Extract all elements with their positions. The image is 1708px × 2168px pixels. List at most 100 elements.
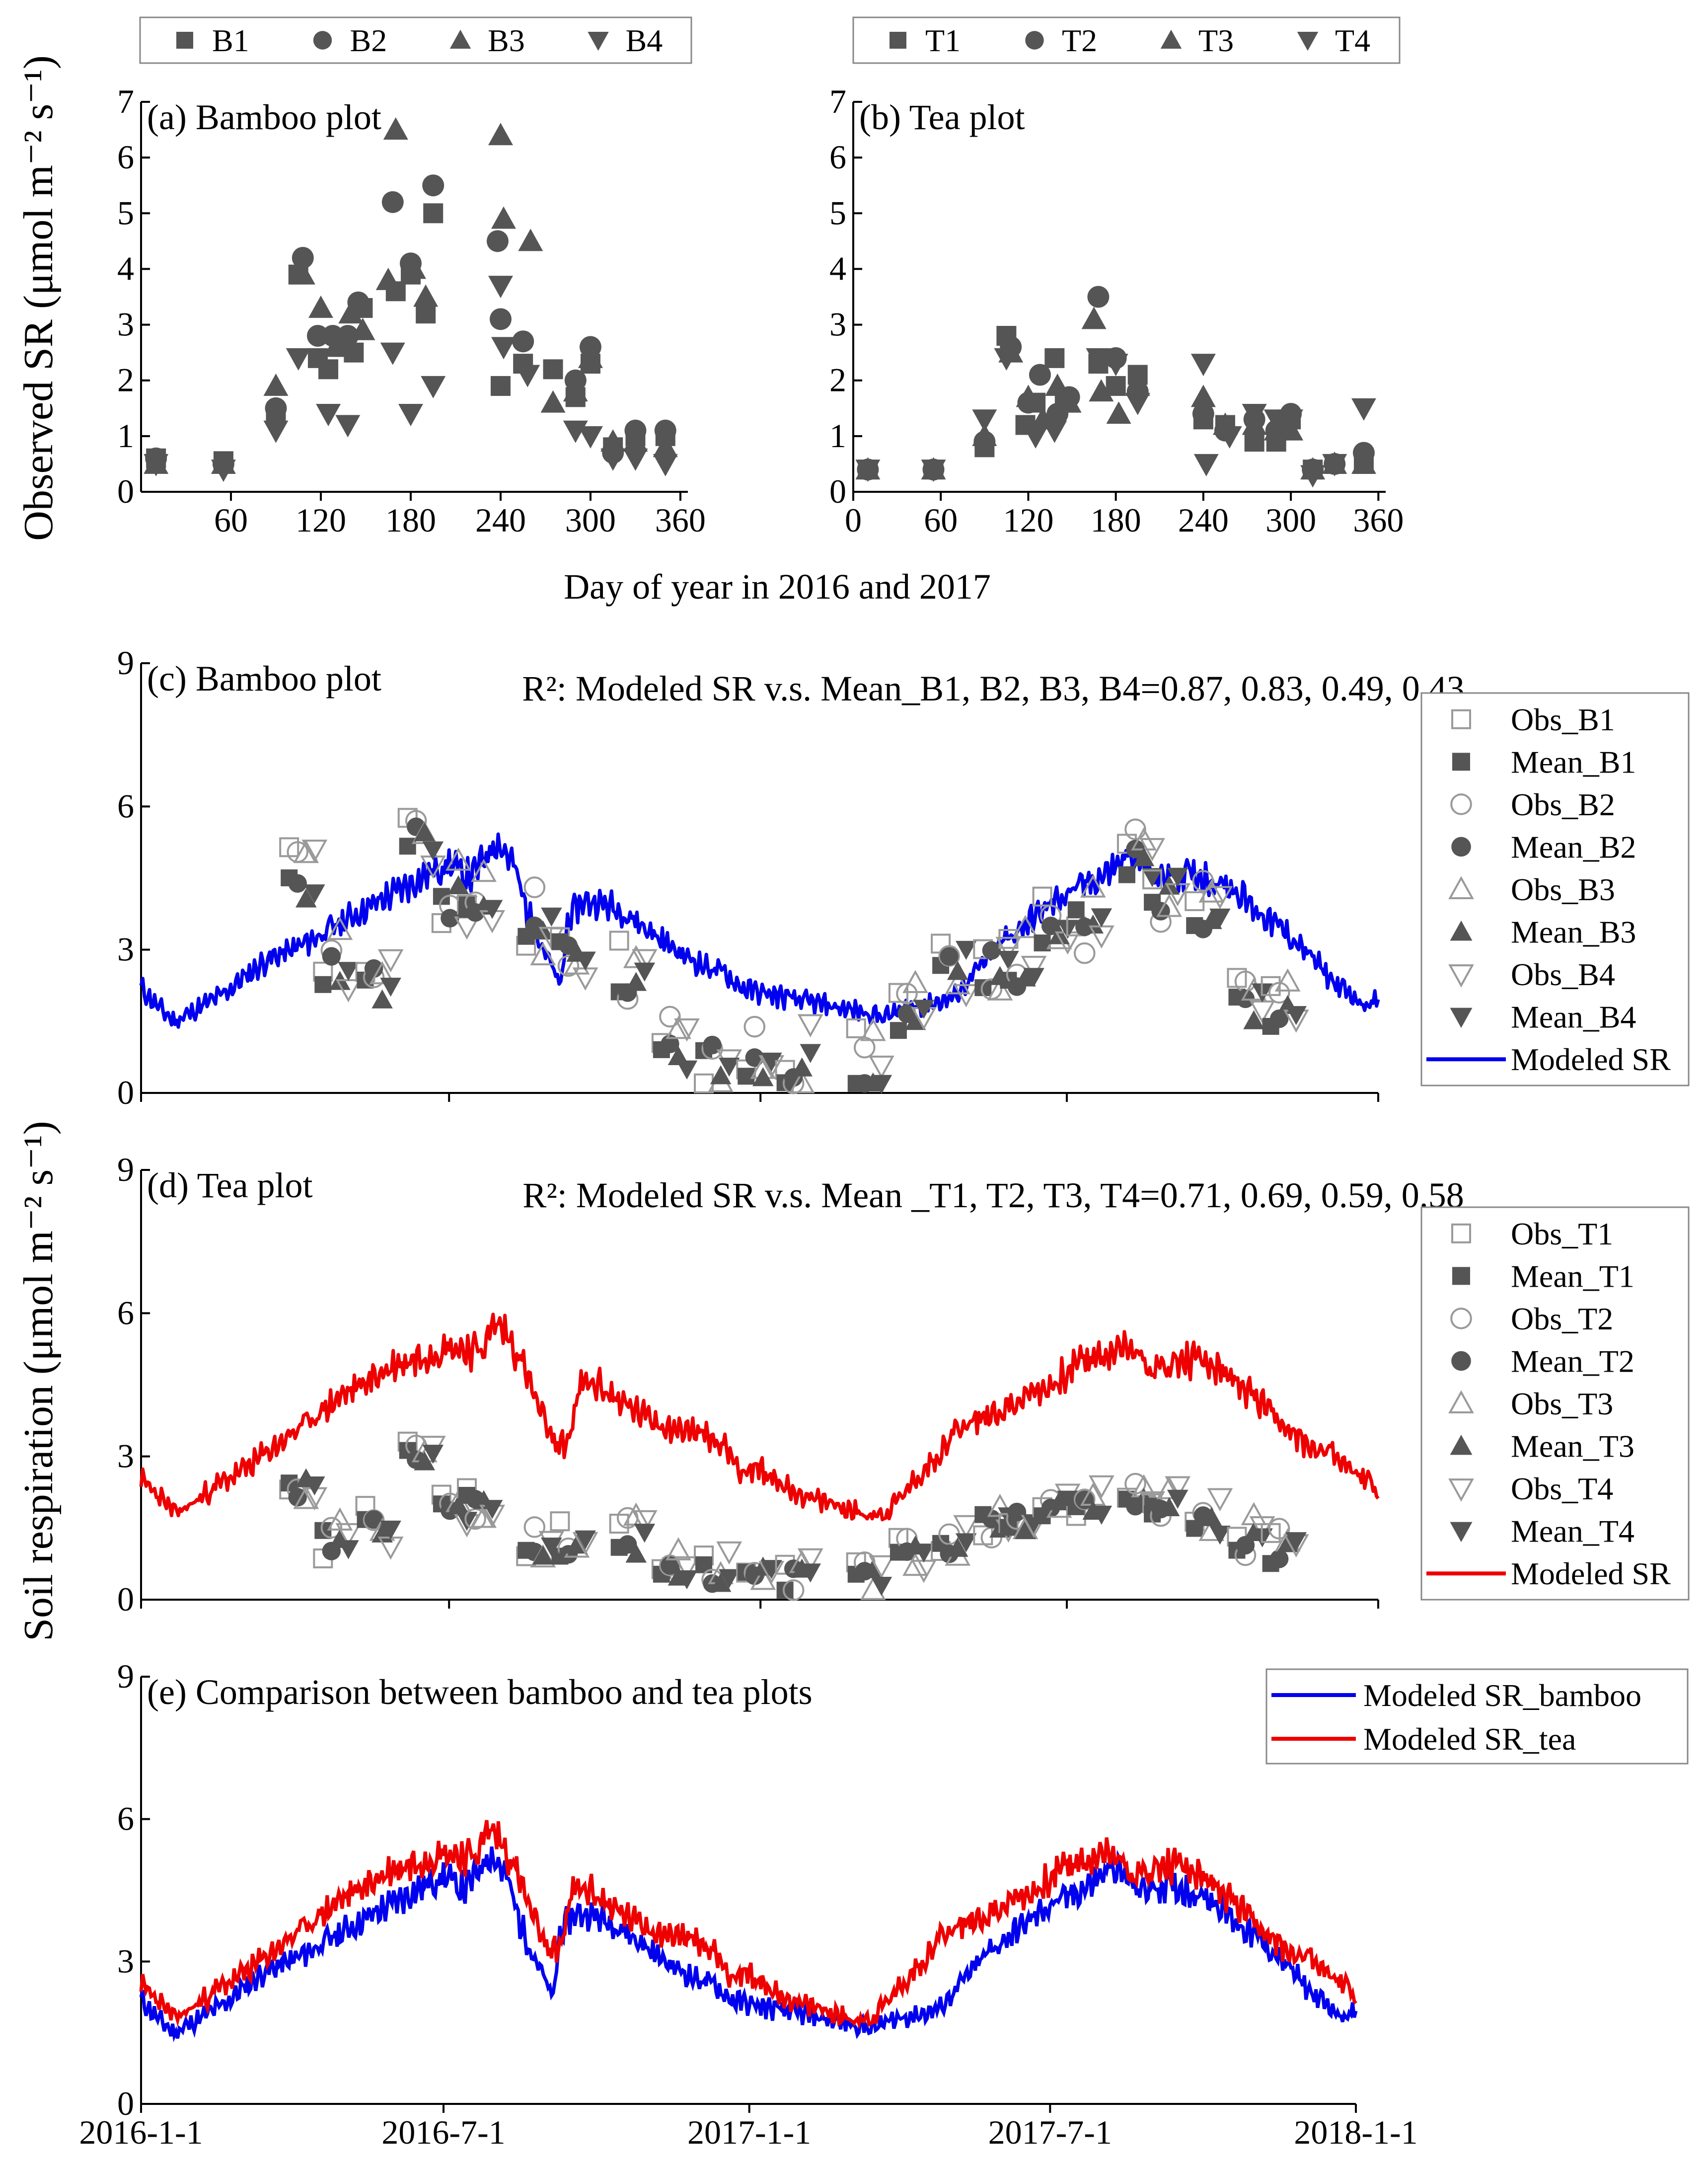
mean-point — [532, 920, 554, 940]
mean-point — [1067, 901, 1085, 919]
mean-point — [745, 1048, 764, 1067]
data-point-B4 — [286, 348, 311, 371]
x-tick-label: 300 — [565, 501, 616, 539]
mean-point — [1158, 1497, 1180, 1517]
obs-point — [623, 945, 649, 968]
obs-point — [860, 1017, 886, 1041]
mean-point — [414, 822, 436, 842]
modeled-sr-tea-line — [139, 1820, 1357, 2030]
data-point-T4 — [1193, 454, 1219, 476]
obs-point — [716, 1541, 743, 1565]
mean-point — [1269, 1549, 1289, 1568]
obs-point — [1080, 874, 1106, 898]
mean-point — [982, 1509, 1001, 1529]
legend-marker-T3 — [1160, 29, 1182, 49]
y-tick-label: 1 — [829, 417, 846, 455]
data-point-B2 — [265, 397, 287, 419]
data-point-T3 — [1089, 379, 1114, 402]
data-point-B4 — [600, 448, 626, 471]
mean-point — [1167, 1489, 1188, 1509]
data-point-T3 — [1190, 385, 1216, 407]
mean-point — [1000, 1519, 1017, 1536]
obs-point — [987, 977, 1013, 1001]
data-point-T2 — [1087, 286, 1110, 308]
mean-point — [1007, 1502, 1027, 1522]
obs-point — [369, 961, 395, 985]
legend-marker — [1448, 1478, 1474, 1502]
data-point-T3 — [1016, 385, 1041, 407]
mean-point — [1023, 968, 1044, 987]
legend-marker — [1451, 709, 1471, 729]
x-tick-label: 60 — [924, 501, 958, 539]
data-point-B2 — [489, 308, 512, 330]
obs-point — [674, 1556, 700, 1580]
y-tick-label: 3 — [829, 306, 846, 343]
data-point-T4 — [1278, 409, 1304, 432]
modeled-sr-bamboo-line — [139, 1846, 1358, 2043]
data-point-B1 — [423, 203, 444, 224]
data-point-T2 — [1192, 403, 1214, 425]
data-point-B3 — [623, 429, 648, 452]
obs-point — [471, 858, 497, 882]
mean-point — [422, 841, 444, 860]
data-point-B4 — [398, 404, 423, 426]
legend-label-T2: T2 — [1062, 23, 1097, 58]
obs-point — [631, 1510, 658, 1534]
data-point-T3 — [1106, 401, 1131, 424]
obs-point — [377, 949, 404, 973]
legend-label: Modeled SR_tea — [1363, 1721, 1576, 1757]
mean-point — [322, 947, 341, 966]
obs-point — [1268, 982, 1290, 1004]
data-point-B4 — [488, 276, 513, 299]
data-point-T3 — [1125, 373, 1150, 396]
data-point-B4 — [144, 454, 169, 476]
data-point-B3 — [338, 301, 364, 324]
data-point-B3 — [563, 379, 588, 402]
mean-point — [947, 1538, 968, 1557]
obs-point — [301, 840, 328, 863]
data-point-B3 — [488, 123, 513, 146]
y-tick-label: 0 — [117, 472, 134, 510]
legend-marker — [1450, 1522, 1473, 1543]
obs-point — [868, 1555, 894, 1579]
mean-point — [1201, 1507, 1222, 1526]
mean-point — [295, 888, 317, 908]
mean-point — [1209, 1526, 1231, 1545]
mean-point — [575, 1530, 596, 1549]
data-point-T3 — [972, 423, 997, 446]
data-point-B3 — [350, 317, 375, 340]
legend-marker-B1 — [176, 32, 193, 49]
modeled-sr-line — [139, 1313, 1380, 1522]
data-point-T3 — [1045, 373, 1070, 396]
data-point-B3 — [600, 429, 626, 452]
obs-point — [327, 917, 353, 940]
legend-label: Mean_T1 — [1511, 1258, 1634, 1294]
mean-point — [288, 874, 307, 893]
obs-point — [789, 1070, 815, 1093]
x-tick-label: 120 — [296, 501, 346, 539]
obs-point — [945, 971, 971, 995]
legend-label-T1: T1 — [925, 23, 961, 58]
mean-point — [718, 1057, 740, 1077]
mean-point — [371, 989, 393, 1008]
data-point-T3 — [1056, 390, 1082, 413]
obs-point — [1249, 1516, 1275, 1540]
mean-point — [541, 907, 562, 927]
legend-label: Mean_T2 — [1511, 1343, 1634, 1379]
y-tick-label: 3 — [117, 1437, 134, 1475]
obs-point — [938, 945, 960, 967]
panel-title: (d) Tea plot — [147, 1165, 313, 1205]
mean-point — [625, 972, 647, 991]
data-point-T4 — [855, 460, 881, 482]
data-point-T3 — [1351, 451, 1376, 474]
x-tick-label: 2016-1-1 — [79, 2113, 203, 2151]
y-tick-label: 0 — [117, 1580, 134, 1618]
mean-point — [871, 1075, 892, 1094]
mean-point — [1091, 908, 1113, 928]
x-tick-label: 180 — [1091, 501, 1141, 539]
y-tick-label: 5 — [829, 194, 846, 232]
data-point-B2 — [654, 419, 676, 442]
data-point-B4 — [578, 426, 603, 449]
data-point-B3 — [578, 345, 603, 368]
mean-point — [447, 875, 469, 894]
